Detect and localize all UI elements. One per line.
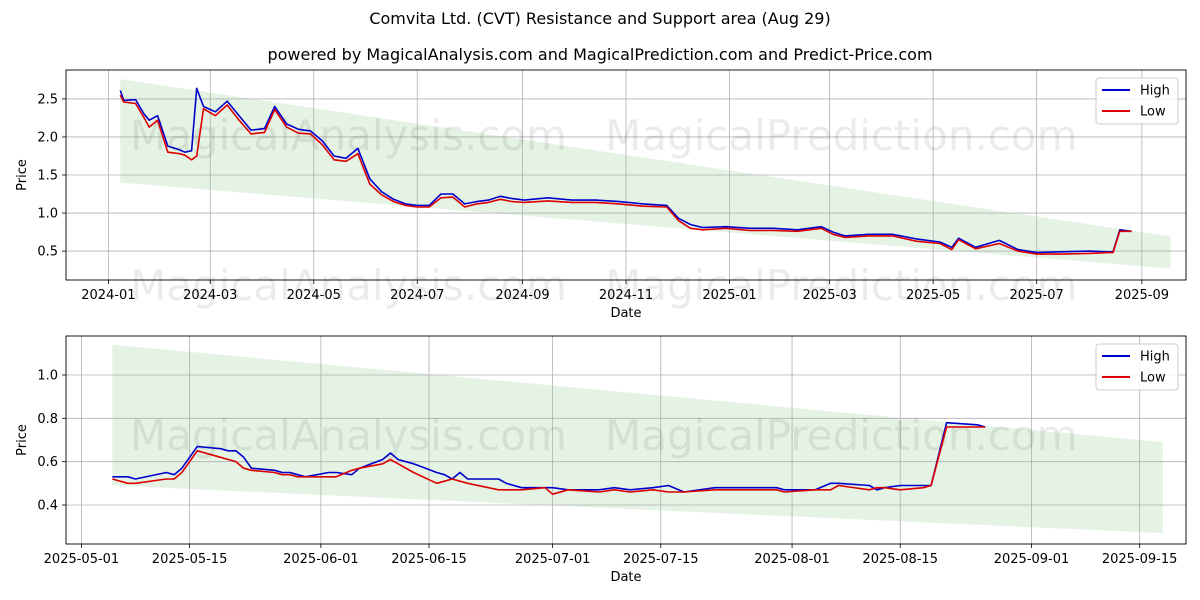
y-tick-label: 1.0	[37, 207, 58, 222]
y-tick-label: 1.0	[37, 369, 58, 384]
legend-label-low: Low	[1140, 105, 1166, 120]
x-tick-label: 2025-08-15	[862, 552, 938, 567]
x-tick-label: 2025-08-01	[754, 552, 830, 567]
x-tick-label: 2025-01	[702, 288, 756, 303]
y-axis-label: Price	[15, 424, 30, 456]
plot-frame	[65, 335, 1187, 545]
y-tick-label: 2.5	[37, 92, 58, 107]
support-resistance-band	[120, 79, 1171, 269]
x-tick-label: 2025-07-15	[623, 552, 699, 567]
chart-panel-top: 2024-01 2024-03 2024-05 2024-07 2024-09 2024-…	[15, 69, 1187, 321]
x-tick-label: 2024-11	[599, 288, 653, 303]
x-tick-label: 2024-05	[287, 288, 341, 303]
legend-label-high: High	[1140, 350, 1170, 365]
x-tick-label: 2025-07	[1010, 288, 1064, 303]
x-tick-label: 2025-06-01	[283, 552, 359, 567]
x-tick-label: 2024-03	[183, 288, 237, 303]
y-tick-label: 1.5	[37, 169, 58, 184]
y-tick-label: 2.0	[37, 130, 58, 145]
watermark-text: MagicalPrediction.com	[605, 111, 1078, 160]
y-tick-label: 0.5	[37, 245, 58, 260]
watermark-text: MagicalAnalysis.com	[130, 261, 567, 310]
y-axis-label: Price	[15, 159, 30, 191]
x-tick-label: 2025-09	[1115, 288, 1169, 303]
x-tick-label: 2025-07-01	[515, 552, 591, 567]
y-tick-label: 0.4	[37, 499, 58, 514]
watermark-text: MagicalAnalysis.com	[130, 111, 567, 160]
x-tick-label: 2024-01	[81, 288, 135, 303]
series-line-high	[119, 87, 1132, 254]
legend-label-high: High	[1140, 84, 1170, 99]
x-tick-label: 2025-06-15	[391, 552, 467, 567]
x-tick-label: 2025-05	[906, 288, 960, 303]
x-axis-label: Date	[610, 306, 641, 321]
chart-title: Comvita Ltd. (CVT) Resistance and Suppor…	[369, 9, 831, 28]
watermark-text: MagicalPrediction.com	[605, 261, 1078, 310]
y-tick-label: 0.6	[37, 455, 58, 470]
x-tick-label: 2025-03	[802, 288, 856, 303]
x-tick-label: 2025-05-01	[44, 552, 120, 567]
watermark-text: MagicalPrediction.com	[605, 411, 1078, 460]
y-tick-label: 0.8	[37, 412, 58, 427]
x-axis-label: Date	[610, 570, 641, 585]
plot-frame	[65, 69, 1187, 281]
x-tick-label: 2024-07	[390, 288, 444, 303]
x-tick-label: 2024-09	[495, 288, 549, 303]
x-tick-label: 2025-09-15	[1102, 552, 1178, 567]
chart-subtitle: powered by MagicalAnalysis.com and Magic…	[267, 45, 933, 64]
x-tick-label: 2025-05-15	[152, 552, 228, 567]
chart-panel-bottom: 2025-05-01 2025-05-15 2025-06-01 2025-06-15…	[15, 335, 1187, 585]
x-tick-label: 2025-09-01	[994, 552, 1070, 567]
series-line-low	[112, 426, 986, 496]
series-line-low	[119, 94, 1132, 255]
series-line-high	[112, 421, 986, 493]
legend-label-low: Low	[1140, 371, 1166, 386]
